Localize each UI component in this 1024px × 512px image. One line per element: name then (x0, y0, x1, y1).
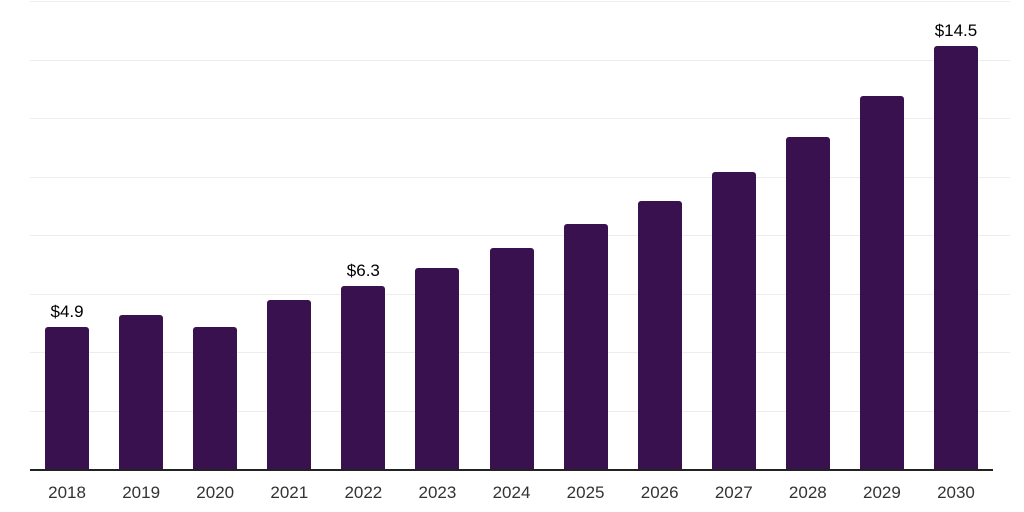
bar-cell-2030: $14.5 (919, 2, 993, 470)
gridline-14 (30, 59, 1010, 61)
x-tick-2027: 2027 (714, 483, 753, 502)
bars-row: $4.9 $6.3 $14.5 (30, 2, 993, 470)
plot-area: $4.9 $6.3 $14.5 (30, 1, 1010, 471)
bar-2028 (785, 136, 830, 470)
x-tick-2019: 2019 (122, 483, 161, 502)
bar-cell-2029 (845, 2, 919, 470)
bar-2020 (193, 326, 238, 470)
x-tick-2026: 2026 (640, 483, 679, 502)
bar-cell-2022: $6.3 (326, 2, 400, 470)
bar-2029 (859, 95, 904, 470)
bar-2018 (45, 326, 90, 470)
x-tick-2020: 2020 (196, 483, 235, 502)
x-tick-2025: 2025 (566, 483, 605, 502)
bar-cell-2021 (252, 2, 326, 470)
x-axis-line (30, 469, 993, 471)
bar-2030 (933, 45, 978, 470)
gridline-16 (30, 1, 1010, 2)
gridline-12 (30, 118, 1010, 119)
x-tick-2021: 2021 (270, 483, 309, 502)
x-tick-2030: 2030 (937, 483, 975, 502)
bar-2022 (341, 285, 386, 470)
x-tick-2024: 2024 (492, 483, 531, 502)
bar-2026 (637, 200, 682, 470)
x-tick-2029: 2029 (862, 483, 901, 502)
bar-cell-2024 (474, 2, 548, 470)
bar-cell-2028 (771, 2, 845, 470)
x-tick-2022: 2022 (344, 483, 383, 502)
bar-cell-2026 (623, 2, 697, 470)
bar-cell-2027 (697, 2, 771, 470)
gridline-8 (30, 235, 1010, 236)
bar-cell-2018: $4.9 (30, 2, 104, 470)
x-axis-labels: 2018 2019 2020 2021 2022 2023 2024 2025 2026 2027… (30, 483, 993, 503)
bar-2019 (119, 314, 164, 470)
bar-cell-2023 (400, 2, 474, 470)
data-label-2022: $6.3 (346, 260, 380, 280)
bar-2024 (489, 247, 534, 470)
bar-cell-2019 (104, 2, 178, 470)
bar-2023 (415, 268, 460, 470)
x-tick-2018: 2018 (48, 483, 86, 502)
bar-cell-2020 (178, 2, 252, 470)
bar-2027 (711, 171, 756, 470)
bar-2025 (563, 224, 608, 470)
x-tick-2023: 2023 (418, 483, 457, 502)
bar-cell-2025 (549, 2, 623, 470)
data-label-2030: $14.5 (934, 20, 978, 40)
data-label-2018: $4.9 (50, 301, 84, 321)
bar-2021 (267, 300, 312, 470)
x-tick-2028: 2028 (788, 483, 827, 502)
gridline-10 (30, 176, 1010, 178)
